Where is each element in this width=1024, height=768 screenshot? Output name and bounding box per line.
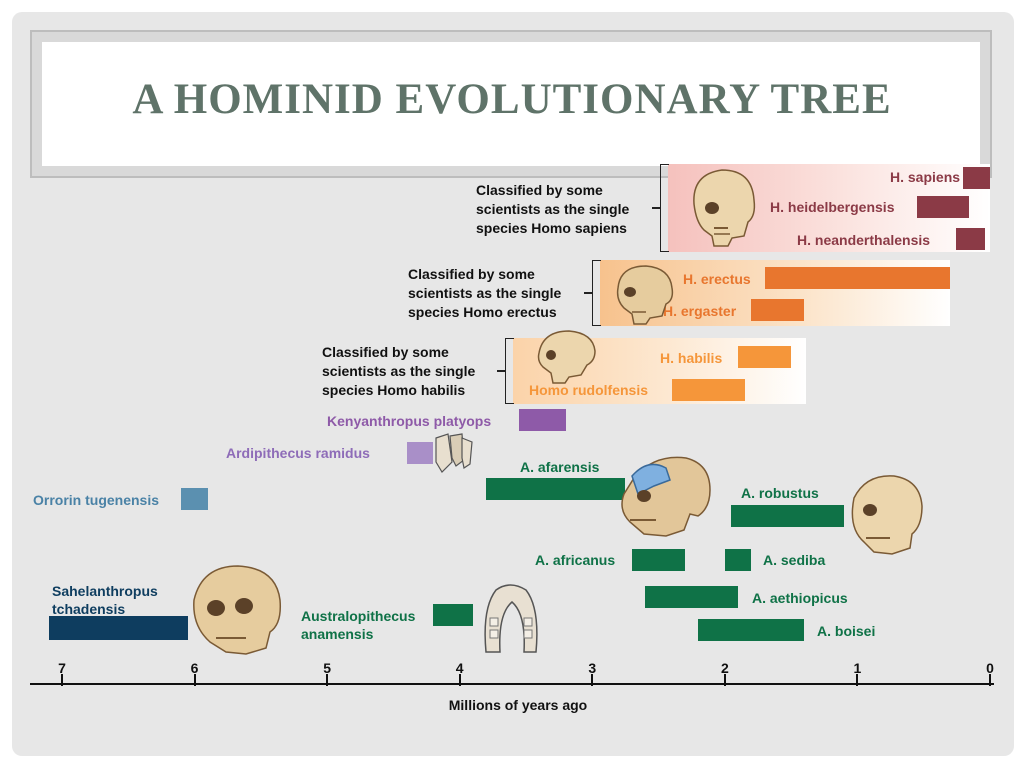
label-ardipithecus-ramidus: Ardipithecus ramidus: [226, 445, 370, 461]
bar-h-erectus: [764, 267, 951, 289]
bar-a-boisei: [698, 619, 805, 641]
bar-a-afarensis: [486, 478, 626, 500]
axis-tick-label: 1: [853, 660, 862, 676]
bar-kenyanthropus-platyops: [519, 409, 566, 431]
anamensis-jaw-icon: [484, 584, 538, 653]
slide-title: A HOMINID EVOLUTIONARY TREE: [132, 76, 892, 123]
note-sapiens-line-3: species Homo sapiens: [476, 220, 627, 236]
habilis-bracket-connector: [497, 370, 505, 372]
bar-a-africanus: [632, 549, 686, 571]
habilis-group-bracket: [505, 338, 514, 404]
note-sapiens-line-2: scientists as the single: [476, 201, 630, 217]
label-homo-rudolfensis: Homo rudolfensis: [529, 382, 649, 398]
homo-sapiens-skull-icon: [693, 169, 756, 247]
label-a-boisei: A. boisei: [817, 623, 876, 639]
axis-tick: [458, 674, 461, 686]
bar-h-heidelbergensis: [917, 196, 969, 218]
bar-h-neanderthalensis: [955, 228, 985, 250]
label-kenyanthropus-platyops: Kenyanthropus platyops: [327, 413, 492, 429]
label-h-ergaster: H. ergaster: [663, 303, 737, 319]
sapiens-group-bracket: [660, 164, 669, 252]
axis-tick-label: 0: [986, 660, 994, 676]
note-sapiens: Classified by some scientists as the sin…: [476, 181, 629, 238]
ardipithecus-teeth-icon: [435, 433, 473, 473]
label-sahelanthropus-tchadensis: Sahelanthropus tchadensis: [52, 583, 158, 617]
bar-orrorin-tugenensis: [181, 488, 208, 510]
label-h-neanderthalensis: H. neanderthalensis: [797, 232, 931, 248]
homo-erectus-skull-icon: [616, 265, 674, 325]
title-box: [42, 42, 980, 166]
time-axis-title: Millions of years ago: [448, 697, 588, 713]
axis-tick-label: 3: [588, 660, 597, 676]
axis-tick: [856, 674, 859, 686]
homo-habilis-skull-icon: [537, 330, 596, 384]
note-habilis-line-2: scientists as the single: [322, 363, 476, 379]
bar-sahelanthropus-tchadensis: [48, 616, 188, 640]
label-h-erectus: H. erectus: [683, 271, 751, 287]
axis-tick-label: 7: [58, 660, 66, 676]
note-habilis-line-1: Classified by some: [322, 344, 449, 360]
bar-h-ergaster: [751, 299, 805, 321]
axis-tick: [989, 674, 991, 686]
bar-h-sapiens: [963, 167, 990, 189]
label-orrorin-tugenensis: Orrorin tugenensis: [33, 492, 160, 508]
axis-tick-label: 2: [720, 660, 729, 676]
bar-a-sediba: [724, 549, 752, 571]
erectus-group-bracket: [592, 260, 601, 326]
note-habilis: Classified by some scientists as the sin…: [322, 343, 475, 400]
label-h-heidelbergensis: H. heidelbergensis: [770, 199, 895, 215]
label-a-aethiopicus: A. aethiopicus: [752, 590, 848, 606]
sahelanthropus-skull-icon: [193, 565, 282, 655]
bar-australopithecus-anamensis: [433, 604, 473, 626]
bar-ardipithecus-ramidus: [406, 442, 434, 464]
note-erectus-line-1: Classified by some: [408, 266, 535, 282]
axis-tick-label: 6: [190, 660, 199, 676]
axis-tick: [723, 674, 726, 686]
label-australopithecus-anamensis: Australopithecus anamensis: [301, 608, 416, 642]
label-a-afarensis: A. afarensis: [520, 459, 600, 475]
bar-h-habilis: [738, 346, 792, 368]
label-h-sapiens: H. sapiens: [890, 169, 961, 185]
label-a-sediba: A. sediba: [763, 552, 826, 568]
label-h-habilis: H. habilis: [660, 350, 723, 366]
axis-tick: [326, 674, 329, 686]
note-erectus-line-2: scientists as the single: [408, 285, 562, 301]
label-a-robustus: A. robustus: [741, 485, 819, 501]
sapiens-bracket-connector: [652, 207, 660, 209]
erectus-bracket-connector: [584, 292, 592, 294]
note-sapiens-line-1: Classified by some: [476, 182, 603, 198]
australopithecus-robustus-skull-icon: [851, 475, 923, 555]
bar-a-aethiopicus: [645, 586, 739, 608]
axis-tick-label: 5: [323, 660, 332, 676]
axis-tick-label: 4: [455, 660, 464, 676]
axis-tick: [193, 674, 196, 686]
note-erectus-line-3: species Homo erectus: [408, 304, 557, 320]
australopithecus-afarensis-skull-icon: [621, 456, 711, 537]
time-axis-line: [30, 683, 994, 685]
note-erectus: Classified by some scientists as the sin…: [408, 265, 561, 322]
axis-tick: [591, 674, 594, 686]
axis-tick: [61, 674, 63, 686]
bar-homo-rudolfensis: [671, 379, 745, 401]
bar-a-robustus: [731, 505, 845, 527]
note-habilis-line-3: species Homo habilis: [322, 382, 466, 398]
label-a-africanus: A. africanus: [535, 552, 616, 568]
